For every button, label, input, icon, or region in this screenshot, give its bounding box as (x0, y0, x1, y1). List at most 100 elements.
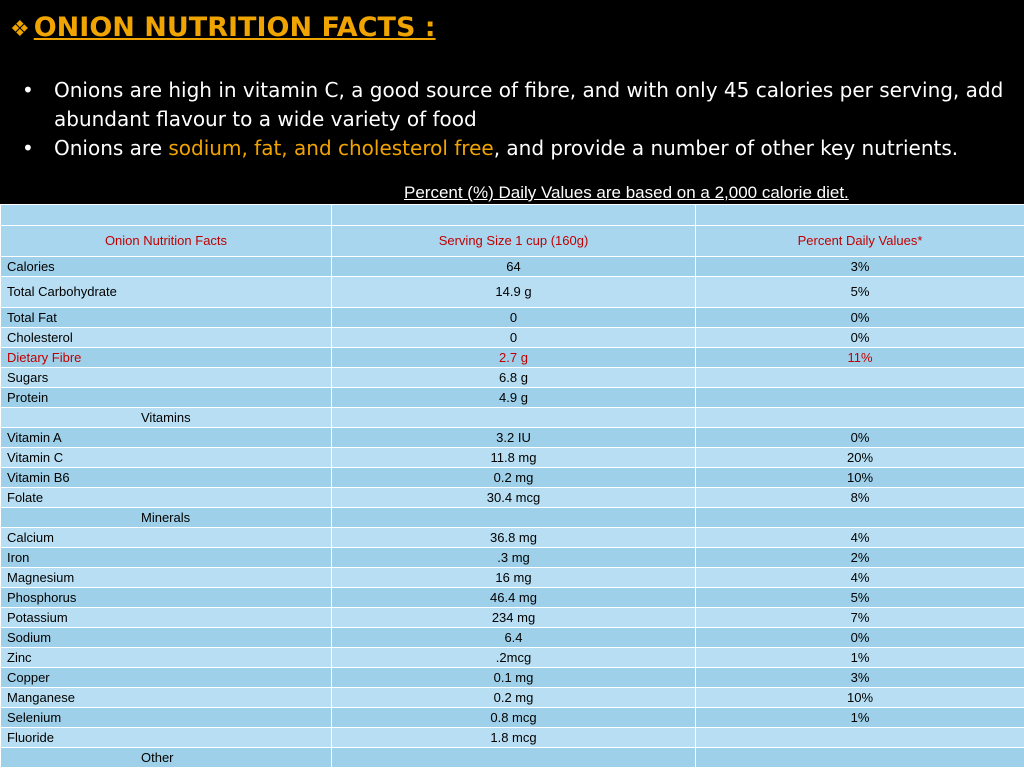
nutrient-name-cell: Total Fat (0, 307, 332, 328)
table-row: Cholesterol 0 0% (0, 327, 1024, 348)
daily-value-note: Percent (%) Daily Values are based on a … (404, 183, 849, 202)
nutrient-name-cell: Sugars (0, 367, 332, 388)
nutrition-table-container: Onion Nutrition Facts Serving Size 1 cup… (0, 204, 1024, 768)
table-row: Sugars 6.8 g (0, 367, 1024, 388)
table-row: Copper 0.1 mg 3% (0, 667, 1024, 688)
nutrient-name-cell: Copper (0, 667, 332, 688)
table-row: Total Carbohydrate 14.9 g 5% (0, 276, 1024, 308)
daily-value-cell: 7% (695, 607, 1024, 628)
daily-value-cell: 3% (695, 256, 1024, 277)
table-section-row: Other (0, 747, 1024, 768)
nutrient-name-cell: Total Carbohydrate (0, 276, 332, 308)
table-row: Magnesium 16 mg 4% (0, 567, 1024, 588)
table-row: Fluoride 1.8 mcg (0, 727, 1024, 748)
table-row: Manganese 0.2 mg 10% (0, 687, 1024, 708)
daily-value-cell: 20% (695, 447, 1024, 468)
nutrient-name-cell: Folate (0, 487, 332, 508)
serving-amount-cell: 6.4 (331, 627, 696, 648)
daily-value-cell: 1% (695, 647, 1024, 668)
serving-amount-cell: 0.1 mg (331, 667, 696, 688)
table-row: Vitamin A 3.2 IU 0% (0, 427, 1024, 448)
serving-amount-cell: 0 (331, 307, 696, 328)
diamond-bullet-icon: ❖ (10, 17, 30, 42)
serving-amount-cell (331, 507, 696, 528)
bullet-text: Onions are high in vitamin C, a good sou… (54, 78, 1004, 131)
slide-title: ❖ ONION NUTRITION FACTS : (10, 8, 436, 48)
serving-amount-cell: 0 (331, 327, 696, 348)
table-row: Vitamin B6 0.2 mg 10% (0, 467, 1024, 488)
nutrient-name-cell: Phosphorus (0, 587, 332, 608)
nutrient-name-cell: Vitamin C (0, 447, 332, 468)
serving-amount-cell: 0.2 mg (331, 467, 696, 488)
serving-amount-cell: 1.8 mcg (331, 727, 696, 748)
header-serving-size: Serving Size 1 cup (160g) (331, 225, 696, 257)
table-row: Calcium 36.8 mg 4% (0, 527, 1024, 548)
daily-value-cell: 1% (695, 707, 1024, 728)
nutrient-name-cell: Other (0, 747, 332, 768)
table-row: Selenium 0.8 mcg 1% (0, 707, 1024, 728)
daily-value-cell: 10% (695, 687, 1024, 708)
nutrient-name-cell: Fluoride (0, 727, 332, 748)
daily-value-cell: 5% (695, 587, 1024, 608)
daily-value-cell (695, 387, 1024, 408)
table-row: Folate 30.4 mcg 8% (0, 487, 1024, 508)
nutrient-name-cell: Manganese (0, 687, 332, 708)
nutrient-name-cell: Vitamins (0, 407, 332, 428)
header-percent-daily: Percent Daily Values* (695, 225, 1024, 257)
serving-amount-cell: 4.9 g (331, 387, 696, 408)
serving-amount-cell: 2.7 g (331, 347, 696, 368)
nutrient-name-cell: Zinc (0, 647, 332, 668)
header-nutrition-facts: Onion Nutrition Facts (0, 225, 332, 257)
bullet-dot-icon: • (22, 78, 34, 102)
bullet-text: , and provide a number of other key nutr… (493, 136, 959, 160)
serving-amount-cell: 30.4 mcg (331, 487, 696, 508)
daily-value-cell: 8% (695, 487, 1024, 508)
daily-value-cell: 5% (695, 276, 1024, 308)
table-row: Total Fat 0 0% (0, 307, 1024, 328)
serving-amount-cell: 0.2 mg (331, 687, 696, 708)
table-row: Calories 64 3% (0, 256, 1024, 277)
bullet-list: • Onions are high in vitamin C, a good s… (22, 76, 1012, 163)
table-row: Potassium 234 mg 7% (0, 607, 1024, 628)
nutrient-name-cell: Selenium (0, 707, 332, 728)
nutrient-name-cell: Vitamin B6 (0, 467, 332, 488)
daily-value-cell: 0% (695, 627, 1024, 648)
serving-amount-cell: 0.8 mcg (331, 707, 696, 728)
serving-amount-cell: 46.4 mg (331, 587, 696, 608)
nutrient-name-cell: Sodium (0, 627, 332, 648)
serving-amount-cell: 36.8 mg (331, 527, 696, 548)
daily-value-cell: 4% (695, 527, 1024, 548)
nutrient-name-cell: Potassium (0, 607, 332, 628)
serving-amount-cell: 234 mg (331, 607, 696, 628)
slide-title-text: ONION NUTRITION FACTS : (33, 12, 436, 43)
bullet-text: Onions are (54, 136, 169, 160)
bullet-item: • Onions are sodium, fat, and cholestero… (22, 134, 1012, 163)
nutrient-name-cell: Dietary Fibre (0, 347, 332, 368)
daily-value-cell (695, 507, 1024, 528)
nutrient-name-cell: Calories (0, 256, 332, 277)
daily-value-cell: 4% (695, 567, 1024, 588)
table-row: Phosphorus 46.4 mg 5% (0, 587, 1024, 608)
nutrient-name-cell: Magnesium (0, 567, 332, 588)
nutrition-table: Onion Nutrition Facts Serving Size 1 cup… (0, 204, 1024, 768)
daily-value-cell: 3% (695, 667, 1024, 688)
bullet-highlight: sodium, fat, and cholesterol free (168, 136, 494, 160)
serving-amount-cell: 64 (331, 256, 696, 277)
daily-value-cell: 10% (695, 467, 1024, 488)
nutrient-name-cell: Cholesterol (0, 327, 332, 348)
serving-amount-cell (331, 747, 696, 768)
serving-amount-cell: 6.8 g (331, 367, 696, 388)
table-row: Protein 4.9 g (0, 387, 1024, 408)
nutrient-name-cell: Minerals (0, 507, 332, 528)
serving-amount-cell: 14.9 g (331, 276, 696, 308)
table-header-row: Onion Nutrition Facts Serving Size 1 cup… (0, 225, 1024, 257)
table-section-row: Minerals (0, 507, 1024, 528)
nutrient-name-cell: Calcium (0, 527, 332, 548)
daily-value-cell (695, 727, 1024, 748)
bullet-item: • Onions are high in vitamin C, a good s… (22, 76, 1012, 134)
nutrient-name-cell: Vitamin A (0, 427, 332, 448)
daily-value-cell: 11% (695, 347, 1024, 368)
serving-amount-cell: 16 mg (331, 567, 696, 588)
daily-value-cell: 0% (695, 307, 1024, 328)
serving-amount-cell: .2mcg (331, 647, 696, 668)
